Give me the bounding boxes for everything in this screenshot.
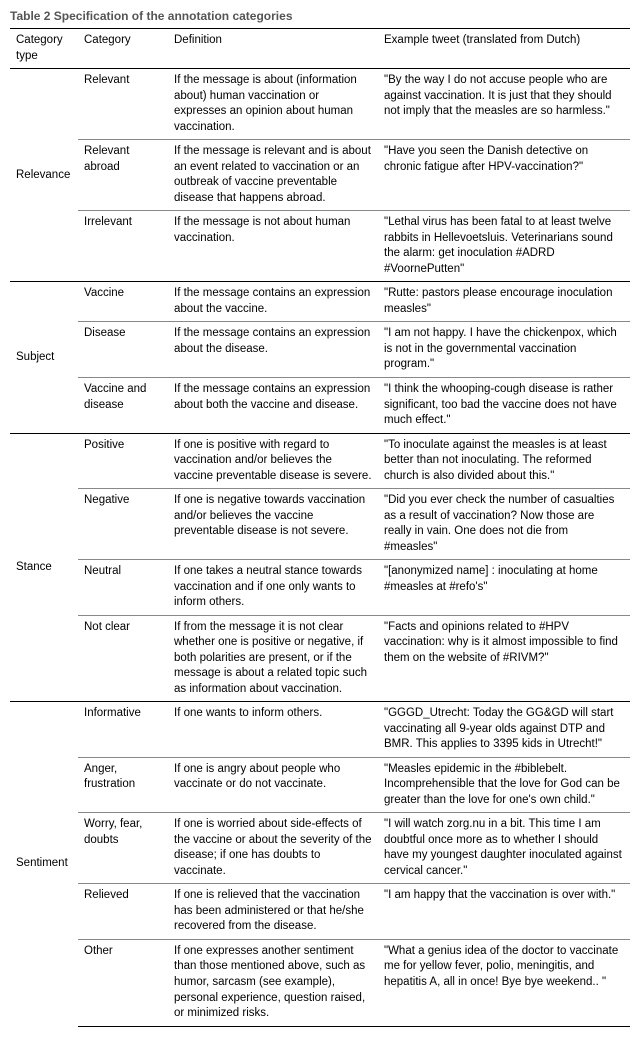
category-type-cell: Subject	[10, 282, 78, 433]
category-cell: Other	[78, 939, 168, 1026]
category-cell: Neutral	[78, 560, 168, 616]
example-cell: "I think the whooping-cough disease is r…	[378, 377, 630, 433]
table-row: Not clearIf from the message it is not c…	[10, 615, 630, 702]
definition-cell: If one is positive with regard to vaccin…	[168, 433, 378, 489]
table-row: NeutralIf one takes a neutral stance tow…	[10, 560, 630, 616]
table-row: OtherIf one expresses another sentiment …	[10, 939, 630, 1026]
category-cell: Not clear	[78, 615, 168, 702]
header-example: Example tweet (translated from Dutch)	[378, 29, 630, 69]
example-cell: "Lethal virus has been fatal to at least…	[378, 211, 630, 282]
example-cell: "Have you seen the Danish detective on c…	[378, 140, 630, 211]
category-cell: Disease	[78, 322, 168, 378]
example-cell: "GGGD_Utrecht: Today the GG&GD will star…	[378, 702, 630, 758]
definition-cell: If the message is about (information abo…	[168, 69, 378, 140]
category-type-cell: Sentiment	[10, 702, 78, 1026]
table-row: Relevant abroadIf the message is relevan…	[10, 140, 630, 211]
definition-cell: If the message is relevant and is about …	[168, 140, 378, 211]
table-row: SentimentInformativeIf one wants to info…	[10, 702, 630, 758]
table-row: RelevanceRelevantIf the message is about…	[10, 69, 630, 140]
definition-cell: If the message contains an expression ab…	[168, 322, 378, 378]
category-type-cell: Relevance	[10, 69, 78, 282]
annotation-table: Category type Category Definition Exampl…	[10, 28, 630, 1026]
definition-cell: If one wants to inform others.	[168, 702, 378, 758]
category-cell: Relevant abroad	[78, 140, 168, 211]
example-cell: "By the way I do not accuse people who a…	[378, 69, 630, 140]
category-cell: Vaccine and disease	[78, 377, 168, 433]
example-cell: "What a genius idea of the doctor to vac…	[378, 939, 630, 1026]
example-cell: "Facts and opinions related to #HPV vacc…	[378, 615, 630, 702]
category-cell: Anger, frustration	[78, 757, 168, 813]
category-cell: Relevant	[78, 69, 168, 140]
category-cell: Irrelevant	[78, 211, 168, 282]
table-caption: Table 2 Specification of the annotation …	[10, 8, 630, 24]
table-row: SubjectVaccineIf the message contains an…	[10, 282, 630, 322]
category-type-cell: Stance	[10, 433, 78, 702]
definition-cell: If one is negative towards vaccination a…	[168, 489, 378, 560]
definition-cell: If from the message it is not clear whet…	[168, 615, 378, 702]
table-row: NegativeIf one is negative towards vacci…	[10, 489, 630, 560]
example-cell: "To inoculate against the measles is at …	[378, 433, 630, 489]
category-cell: Positive	[78, 433, 168, 489]
example-cell: "Rutte: pastors please encourage inocula…	[378, 282, 630, 322]
definition-cell: If one is worried about side-effects of …	[168, 813, 378, 884]
category-cell: Informative	[78, 702, 168, 758]
definition-cell: If one is angry about people who vaccina…	[168, 757, 378, 813]
header-category: Category	[78, 29, 168, 69]
definition-cell: If the message contains an expression ab…	[168, 377, 378, 433]
table-row: StancePositiveIf one is positive with re…	[10, 433, 630, 489]
table-row: Vaccine and diseaseIf the message contai…	[10, 377, 630, 433]
header-category-type: Category type	[10, 29, 78, 69]
example-cell: "Measles epidemic in the #biblebelt. Inc…	[378, 757, 630, 813]
definition-cell: If one takes a neutral stance towards va…	[168, 560, 378, 616]
category-cell: Worry, fear, doubts	[78, 813, 168, 884]
example-cell: "[anonymized name] : inoculating at home…	[378, 560, 630, 616]
table-row: DiseaseIf the message contains an expres…	[10, 322, 630, 378]
example-cell: "I am not happy. I have the chickenpox, …	[378, 322, 630, 378]
table-row: IrrelevantIf the message is not about hu…	[10, 211, 630, 282]
header-definition: Definition	[168, 29, 378, 69]
example-cell: "Did you ever check the number of casual…	[378, 489, 630, 560]
definition-cell: If the message contains an expression ab…	[168, 282, 378, 322]
definition-cell: If one expresses another sentiment than …	[168, 939, 378, 1026]
header-row: Category type Category Definition Exampl…	[10, 29, 630, 69]
table-row: Anger, frustrationIf one is angry about …	[10, 757, 630, 813]
category-cell: Vaccine	[78, 282, 168, 322]
table-row: Worry, fear, doubtsIf one is worried abo…	[10, 813, 630, 884]
example-cell: "I will watch zorg.nu in a bit. This tim…	[378, 813, 630, 884]
category-cell: Negative	[78, 489, 168, 560]
definition-cell: If the message is not about human vaccin…	[168, 211, 378, 282]
